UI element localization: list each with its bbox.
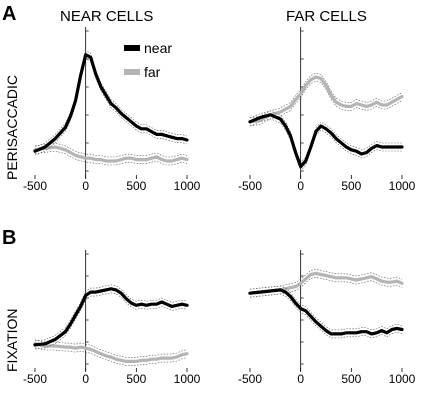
legend-near-label: near [144,40,172,56]
far-series-bound [34,347,188,366]
x-tick-label: 1000 [174,372,201,386]
near-cells-title: NEAR CELLS [60,8,153,25]
near-series-bound [34,50,188,148]
near-series-bound [34,284,188,342]
near-series-bound [249,285,403,331]
far-series-bound [249,80,403,127]
x-tick-label: 500 [341,179,361,193]
x-tick-label: 1000 [389,372,416,386]
x-tick-label: -500 [23,179,47,193]
perisaccadic-row-label: PERISACCADIC [4,75,20,180]
x-tick-label: -500 [238,372,262,386]
near-series-bound [249,293,403,339]
far-series-line [248,271,404,295]
far-series-bound [249,277,403,298]
x-tick-label: -500 [238,179,262,193]
x-tick-label: 0 [82,372,89,386]
x-tick-label: 500 [126,372,146,386]
far-series-bound [34,142,188,158]
far-series-line [33,342,189,363]
x-tick-label: 500 [341,372,361,386]
near-series-bound [249,110,402,164]
far-series-bound [34,339,188,358]
near-series-line [33,53,189,153]
near-series-line [248,113,404,169]
panel-b-letter: B [2,227,16,249]
x-tick-label: 0 [82,179,89,193]
x-tick-label: -500 [23,372,47,386]
far-series-bound [249,72,403,119]
fixation-row-label: FIXATION [4,308,20,372]
legend-far-label: far [144,64,161,80]
near-series-bound [34,58,188,156]
panel-a-letter: A [2,3,16,25]
x-tick-label: 0 [297,179,304,193]
x-tick-label: 1000 [389,179,416,193]
plot-panels: -500 0 500 1000 -500 0 500 1000 -500 0 500 1000 -500… [23,27,416,386]
x-tick-label: 0 [297,372,304,386]
near-series-line [248,288,404,336]
near-series-line [33,287,189,347]
far-series-line [248,75,404,124]
near-series-bound [34,292,188,350]
far-series-bound [249,269,403,290]
x-tick-label: 1000 [174,179,201,193]
far-cells-title: FAR CELLS [286,8,367,25]
x-tick-label: 500 [126,179,146,193]
far-series-bound [34,150,188,166]
far-series-line [33,145,189,163]
